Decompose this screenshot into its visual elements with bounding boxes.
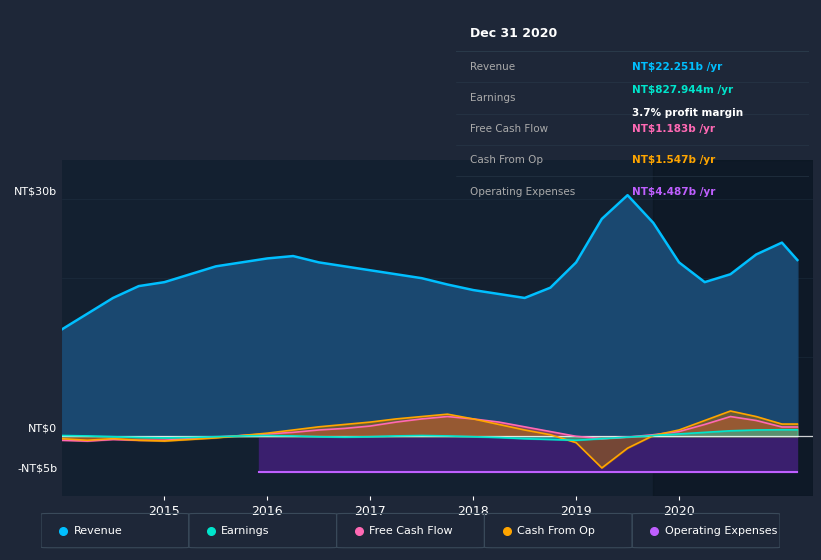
Text: NT$1.547b /yr: NT$1.547b /yr bbox=[632, 155, 715, 165]
Text: Revenue: Revenue bbox=[470, 62, 515, 72]
Text: NT$0: NT$0 bbox=[29, 423, 57, 433]
Text: Revenue: Revenue bbox=[74, 526, 122, 535]
Text: Free Cash Flow: Free Cash Flow bbox=[470, 124, 548, 134]
Text: Earnings: Earnings bbox=[470, 93, 516, 103]
Text: Cash From Op: Cash From Op bbox=[470, 155, 543, 165]
Text: NT$1.183b /yr: NT$1.183b /yr bbox=[632, 124, 715, 134]
Text: NT$827.944m /yr: NT$827.944m /yr bbox=[632, 85, 733, 95]
Bar bbox=[654, 160, 813, 496]
Text: 3.7% profit margin: 3.7% profit margin bbox=[632, 108, 743, 118]
Text: Free Cash Flow: Free Cash Flow bbox=[369, 526, 452, 535]
Text: NT$30b: NT$30b bbox=[14, 186, 57, 197]
Text: Operating Expenses: Operating Expenses bbox=[470, 186, 575, 197]
Text: -NT$5b: -NT$5b bbox=[17, 463, 57, 473]
Text: NT$22.251b /yr: NT$22.251b /yr bbox=[632, 62, 722, 72]
Text: Cash From Op: Cash From Op bbox=[517, 526, 594, 535]
Text: Earnings: Earnings bbox=[222, 526, 270, 535]
Text: NT$4.487b /yr: NT$4.487b /yr bbox=[632, 186, 716, 197]
Text: Operating Expenses: Operating Expenses bbox=[665, 526, 777, 535]
Text: Dec 31 2020: Dec 31 2020 bbox=[470, 27, 557, 40]
